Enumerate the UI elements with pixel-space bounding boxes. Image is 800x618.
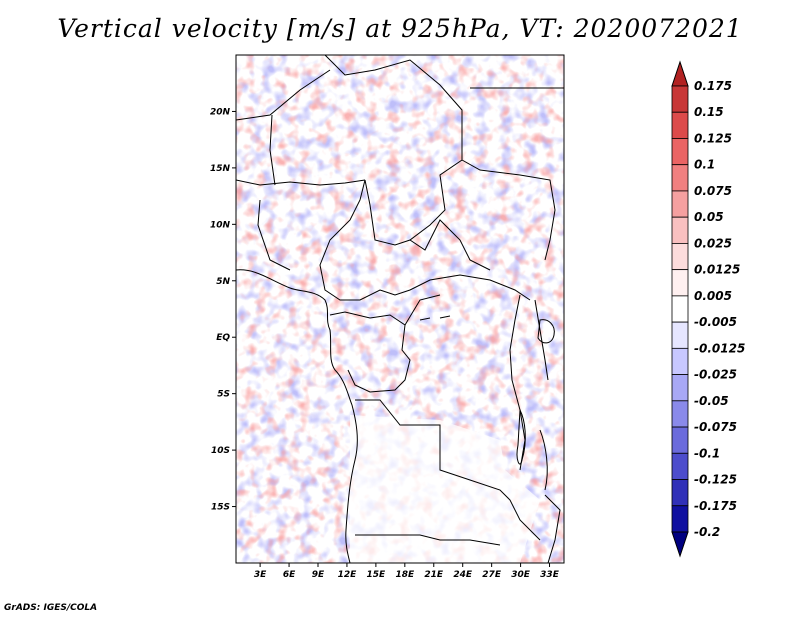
lon-label: 33E bbox=[540, 570, 560, 580]
lon-label: 6E bbox=[283, 570, 296, 580]
colorbar-label: -0.2 bbox=[694, 525, 720, 539]
mozambique-border bbox=[544, 494, 561, 563]
border-congo bbox=[329, 311, 411, 393]
great-lakes-east bbox=[534, 299, 549, 381]
colorbar-swatch bbox=[671, 295, 689, 323]
colorbar-label: -0.075 bbox=[694, 420, 737, 434]
lat-label: 10N bbox=[210, 220, 231, 230]
colorbar-label: 0.125 bbox=[694, 131, 732, 145]
colorbar-swatch bbox=[671, 190, 689, 218]
longitude-axis: 3E 6E 9E 12E 15E 18E 21E 24E 27E 30E 33E bbox=[254, 563, 560, 580]
map-panel bbox=[236, 55, 564, 563]
lon-label: 18E bbox=[395, 570, 415, 580]
colorbar-top-arrow bbox=[671, 60, 689, 87]
colorbar-label: 0.0125 bbox=[694, 263, 740, 277]
border-car bbox=[409, 219, 491, 271]
colorbar-swatch bbox=[671, 85, 689, 113]
lat-label: 15S bbox=[211, 503, 230, 513]
border-east bbox=[461, 159, 556, 261]
lat-label: 15N bbox=[210, 164, 231, 174]
lon-label: 24E bbox=[453, 570, 473, 580]
colorbar: 0.175 0.15 0.125 0.1 0.075 0.05 0.025 0.0125 0.0… bbox=[671, 60, 745, 558]
border-northwest bbox=[236, 69, 331, 121]
colorbar-label: -0.005 bbox=[694, 315, 737, 329]
lat-label: 20N bbox=[210, 107, 231, 117]
colorbar-label: 0.15 bbox=[694, 105, 724, 119]
colorbar-bottom-arrow bbox=[671, 531, 689, 558]
lake-malawi bbox=[539, 429, 548, 491]
colorbar-swatch bbox=[671, 400, 689, 428]
colorbar-label: -0.0125 bbox=[694, 341, 745, 355]
lake-tanganyika bbox=[516, 408, 526, 465]
latitude-axis: 20N 15N 10N 5N EQ 5S 10S 15S bbox=[210, 107, 236, 513]
lon-label: 30E bbox=[511, 570, 531, 580]
lon-label: 27E bbox=[482, 570, 502, 580]
colorbar-label: -0.1 bbox=[694, 446, 720, 460]
colorbar-label: -0.05 bbox=[694, 394, 729, 408]
lat-label: 5S bbox=[217, 390, 230, 400]
lat-label: EQ bbox=[216, 333, 230, 343]
lake-victoria bbox=[537, 319, 555, 344]
colorbar-swatch bbox=[671, 374, 689, 402]
colorbar-label: 0.075 bbox=[694, 184, 732, 198]
map-title: Vertical velocity [m/s] at 925hPa, VT: 2… bbox=[57, 14, 743, 43]
atlantic-coastline bbox=[236, 269, 358, 563]
colorbar-swatch bbox=[671, 347, 689, 375]
colorbar-swatch bbox=[671, 111, 689, 139]
lon-label: 9E bbox=[312, 570, 325, 580]
colorbar-swatch bbox=[671, 479, 689, 507]
colorbar-swatch bbox=[671, 243, 689, 271]
border-central bbox=[319, 179, 531, 301]
colorbar-label: 0.1 bbox=[694, 158, 715, 172]
colorbar-label: 0.025 bbox=[694, 236, 732, 250]
border-sahel bbox=[236, 179, 366, 186]
colorbar-swatch bbox=[671, 321, 689, 349]
lon-label: 21E bbox=[424, 570, 444, 580]
colorbar-swatch bbox=[671, 269, 689, 297]
colorbar-swatch bbox=[671, 216, 689, 244]
colorbar-label: -0.175 bbox=[694, 499, 737, 513]
border-south bbox=[355, 534, 501, 546]
lat-label: 10S bbox=[211, 446, 230, 456]
colorbar-label: 0.05 bbox=[694, 210, 724, 224]
lon-label: 15E bbox=[367, 570, 387, 580]
colorbar-swatch bbox=[671, 505, 689, 533]
quiet-region bbox=[350, 415, 540, 563]
grads-credit: GrADS: IGES/COLA bbox=[4, 603, 98, 613]
colorbar-swatch bbox=[671, 426, 689, 454]
lon-label: 12E bbox=[338, 570, 358, 580]
colorbar-label: -0.025 bbox=[694, 368, 737, 382]
colorbar-swatch bbox=[671, 164, 689, 192]
coastlines-borders bbox=[236, 55, 564, 563]
border-west-1 bbox=[269, 114, 276, 186]
lat-label: 5N bbox=[216, 277, 230, 287]
lon-label: 3E bbox=[254, 570, 267, 580]
border-angola-zambia bbox=[355, 399, 541, 541]
colorbar-label: -0.125 bbox=[694, 473, 737, 487]
border-congo-north bbox=[404, 294, 441, 326]
map-frame bbox=[235, 54, 565, 564]
border-north bbox=[324, 55, 463, 246]
colorbar-label: 0.005 bbox=[694, 289, 732, 303]
border-west-2 bbox=[257, 199, 291, 271]
colorbar-swatch bbox=[671, 452, 689, 480]
river-segments bbox=[419, 315, 451, 321]
colorbar-label: 0.175 bbox=[694, 79, 732, 93]
colorbar-swatch bbox=[671, 138, 689, 166]
